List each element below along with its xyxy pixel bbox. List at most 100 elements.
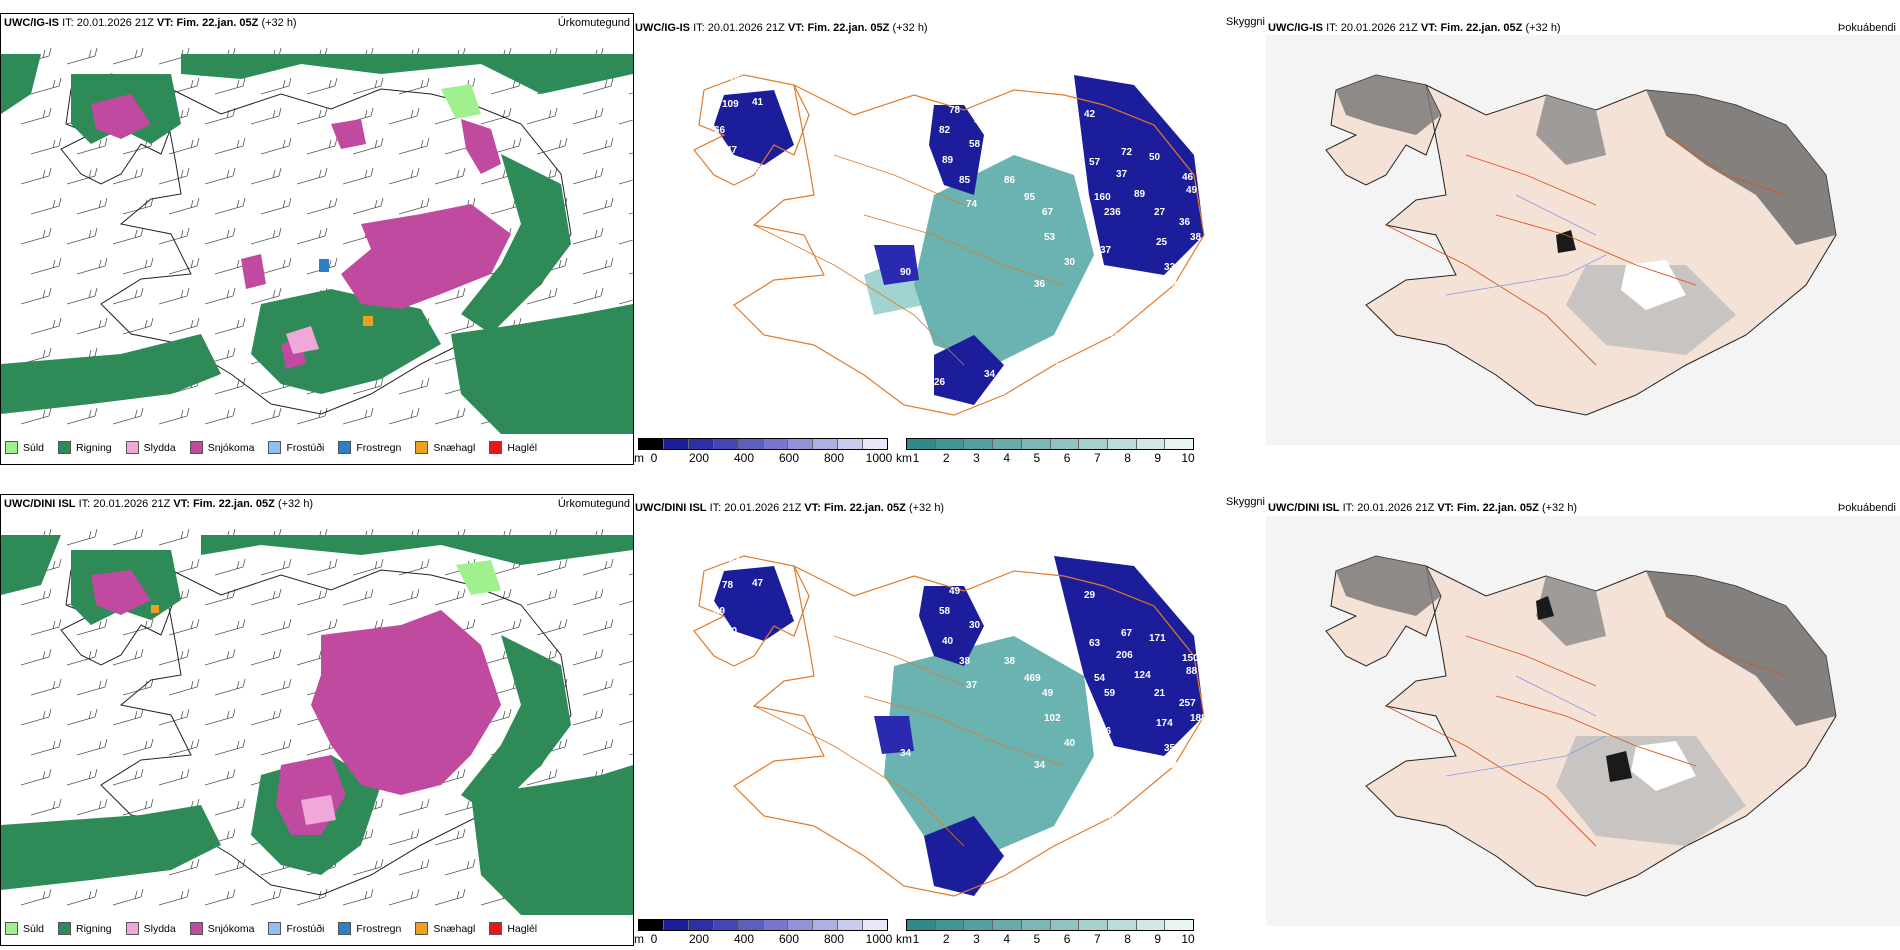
wind-barb — [112, 227, 144, 245]
wind-barb — [398, 77, 430, 95]
wind-barb — [158, 648, 190, 666]
wind-barb — [352, 137, 384, 155]
legend-label: Frostúði — [286, 441, 325, 454]
wind-barb — [582, 77, 614, 95]
elevation-label: 206 — [972, 412, 989, 423]
elevation-label: 38 — [1122, 342, 1134, 353]
legend-label: Snæhagl — [433, 441, 476, 454]
wind-barb — [66, 888, 98, 906]
wind-barb — [204, 287, 236, 305]
drizzle-areas — [151, 560, 501, 825]
precip-legend: Súld Rigning Slydda Snjókoma Frostúði Frostre… — [5, 922, 551, 935]
elevation-label: 34 — [984, 369, 996, 380]
elevation-label: 36 — [1179, 217, 1191, 228]
wind-barb — [214, 77, 246, 95]
colorbar-tick: 3 — [973, 932, 980, 944]
elevation-label: 89 — [1134, 189, 1146, 200]
elevation-label: 40 — [1064, 738, 1076, 749]
wind-barb — [168, 738, 200, 756]
wind-barb — [158, 528, 190, 546]
elevation-label: 42 — [1084, 109, 1096, 120]
legend-item: Frostúði — [268, 441, 324, 454]
elevation-label: 65 — [744, 646, 756, 657]
wind-barb — [306, 558, 338, 576]
vt-label: VT: — [1420, 22, 1438, 34]
legend-swatch — [125, 922, 139, 935]
wind-barb — [582, 558, 614, 576]
elevation-label: 47 — [752, 578, 764, 589]
vt-value: Fim. 22.jan. 05Z — [823, 502, 906, 514]
wind-barb — [572, 107, 604, 125]
km-unit: km — [896, 932, 912, 944]
elevation-label: 49 — [949, 586, 961, 597]
elevation-label: 86 — [1004, 175, 1016, 186]
wind-barb — [30, 798, 62, 816]
wind-barb — [122, 678, 154, 696]
elevation-label: 126 — [1109, 332, 1126, 343]
elevation-label: 206 — [1116, 650, 1133, 661]
wind-barb — [618, 720, 633, 726]
vis-blue-zone-s — [924, 816, 1004, 896]
elevation-label: 105 — [744, 165, 761, 176]
elevation-label: 34 — [1034, 760, 1046, 771]
elevation-label: 80 — [726, 626, 738, 637]
precip-panel-ig-is: UWC/IG-IS IT: 20.01.2026 21Z VT: Fim. 22… — [0, 13, 634, 465]
elevation-label: 30 — [969, 620, 981, 631]
wind-barb — [260, 678, 292, 696]
elevation-label: 257 — [1179, 698, 1196, 709]
legend-label: Haglél — [507, 922, 538, 935]
elevation-label: 70 — [809, 139, 821, 150]
elevation-label: 58 — [969, 139, 981, 150]
wind-barb — [214, 858, 246, 876]
elevation-label: 82 — [939, 125, 951, 136]
wind-barb — [20, 107, 52, 125]
wind-barb — [158, 708, 190, 726]
wind-barb — [168, 197, 200, 215]
visibility-km-ticks: km 1 2 3 4 5 6 7 8 9 10 — [896, 932, 1196, 944]
rain-areas — [1, 535, 633, 915]
colorbar-tick: 3 — [973, 451, 980, 463]
wind-barb — [20, 588, 52, 606]
lead-time: (+32 h) — [277, 498, 314, 510]
elevation-label: 89 — [942, 155, 954, 166]
wind-barb — [204, 407, 236, 425]
legend-swatch — [489, 922, 503, 935]
legend-item: Súld — [5, 922, 44, 935]
vt-value: Fim. 22.jan. 05Z — [192, 498, 275, 510]
vis-blue-zone-c — [874, 716, 914, 754]
elevation-label: 34 — [900, 748, 912, 759]
wind-barb — [398, 558, 430, 576]
elevation-label: 37 — [1116, 169, 1128, 180]
wind-barb — [582, 137, 614, 155]
elevation-label: 67 — [1042, 207, 1054, 218]
model-name: UWC/DINI ISL — [4, 498, 76, 510]
elevation-label: 174 — [1156, 718, 1173, 729]
legend-label: Slydda — [143, 441, 176, 454]
precip-legend: Súld Rigning Slydda Snjókoma Frostúði Frostre… — [5, 441, 551, 454]
panel-title: Úrkomutegund — [557, 498, 630, 510]
wind-barb — [296, 167, 328, 185]
wind-barb — [204, 648, 236, 666]
elevation-label: 85 — [959, 175, 971, 186]
wind-barb — [490, 618, 522, 636]
wind-barb — [388, 407, 420, 425]
visibility-km-ticks: km 1 2 3 4 5 6 7 8 9 10 — [896, 451, 1196, 463]
wind-barb — [444, 798, 476, 816]
wind-barb — [434, 588, 466, 606]
wind-barb — [250, 227, 282, 245]
elevation-label: 60 — [789, 125, 801, 136]
it-label: IT: — [1326, 22, 1338, 34]
wind-barb — [66, 167, 98, 185]
wind-barb — [260, 558, 292, 576]
wind-barb — [260, 77, 292, 95]
elevation-label: 30 — [1064, 257, 1076, 268]
elevation-label: 36 — [1034, 279, 1046, 290]
vis-blue-zone-nw — [714, 90, 794, 165]
elevation-label: 41 — [1109, 813, 1121, 824]
elevation-label: 53 — [1139, 798, 1151, 809]
wind-barb — [250, 167, 282, 185]
legend-item: Slydda — [125, 922, 176, 935]
run-header: UWC/IG-IS IT: 20.01.2026 21Z VT: Fim. 22… — [4, 17, 297, 29]
visibility-panel-ig-is: UWC/IG-IS IT: 20.01.2026 21Z VT: Fim. 22… — [634, 13, 1266, 463]
legend-label: Snæhagl — [433, 922, 476, 935]
